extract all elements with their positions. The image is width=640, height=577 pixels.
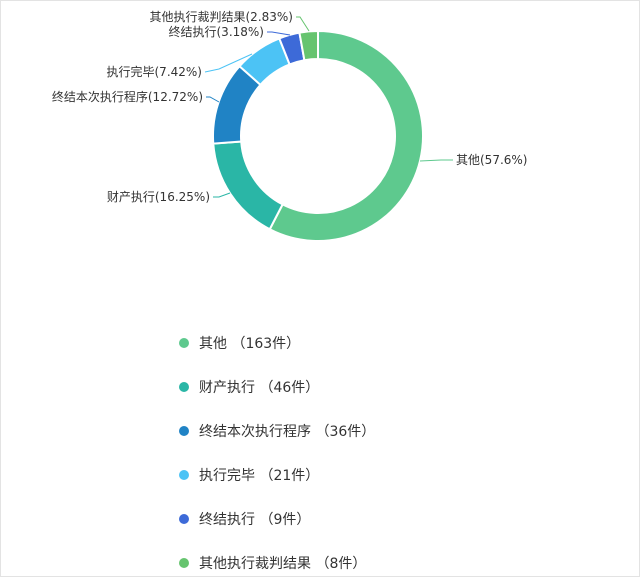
pie-callout-label-terminate-current-procedure: 终结本次执行程序(12.72%) [52, 89, 203, 104]
legend-label: 终结本次执行程序 （36件） [199, 424, 376, 440]
legend-item-other-adjudication-result[interactable]: 其他执行裁判结果 （8件） [179, 541, 375, 576]
legend-dot [179, 514, 189, 524]
label-line-property-execution [213, 192, 231, 198]
donut-chart: 其他(57.6%) 财产执行(16.25%) 终结本次执行程序(12.72%) 执行完… [52, 10, 528, 242]
legend-label: 终结执行 （9件） [199, 512, 311, 528]
legend-label: 其他执行裁判结果 （8件） [199, 556, 367, 572]
legend-dot [179, 558, 189, 568]
label-line-terminate-execution [267, 31, 291, 36]
pie-callout-label-terminate-execution: 终结执行(3.18%) [169, 24, 265, 39]
pie-callout-label-other-adjudication-result: 其他执行裁判结果(2.83%) [150, 10, 294, 24]
legend-label: 财产执行 （46件） [199, 380, 320, 396]
pie-callout-label-property-execution: 财产执行(16.25%) [107, 190, 210, 204]
legend-item-terminate-current-procedure[interactable]: 终结本次执行程序 （36件） [179, 409, 375, 453]
chart-legend: 其他 （163件） 财产执行 （46件） 终结本次执行程序 （36件） 执行完毕… [179, 321, 375, 576]
legend-item-terminate-execution[interactable]: 终结执行 （9件） [179, 497, 375, 541]
label-line-terminate-current-procedure [206, 96, 220, 103]
legend-item-property-execution[interactable]: 财产执行 （46件） [179, 365, 375, 409]
pie-callout-label-other: 其他(57.6%) [456, 153, 528, 167]
label-line-other [419, 159, 453, 162]
pie-callout-label-execution-completed: 执行完毕(7.42%) [107, 64, 203, 79]
pie-slice-property-execution[interactable] [212, 140, 284, 231]
legend-label: 其他 （163件） [199, 336, 301, 352]
pie-slice-other-adjudication-result[interactable] [298, 29, 319, 62]
label-line-execution-completed [204, 53, 253, 73]
legend-item-execution-completed[interactable]: 执行完毕 （21件） [179, 453, 375, 497]
legend-label: 执行完毕 （21件） [199, 468, 320, 484]
legend-dot [179, 338, 189, 348]
pie-slice-other[interactable] [268, 29, 424, 242]
label-line-other-adjudication-result [296, 16, 310, 32]
legend-dot [179, 426, 189, 436]
legend-dot [179, 382, 189, 392]
legend-item-other[interactable]: 其他 （163件） [179, 321, 375, 365]
legend-dot [179, 470, 189, 480]
